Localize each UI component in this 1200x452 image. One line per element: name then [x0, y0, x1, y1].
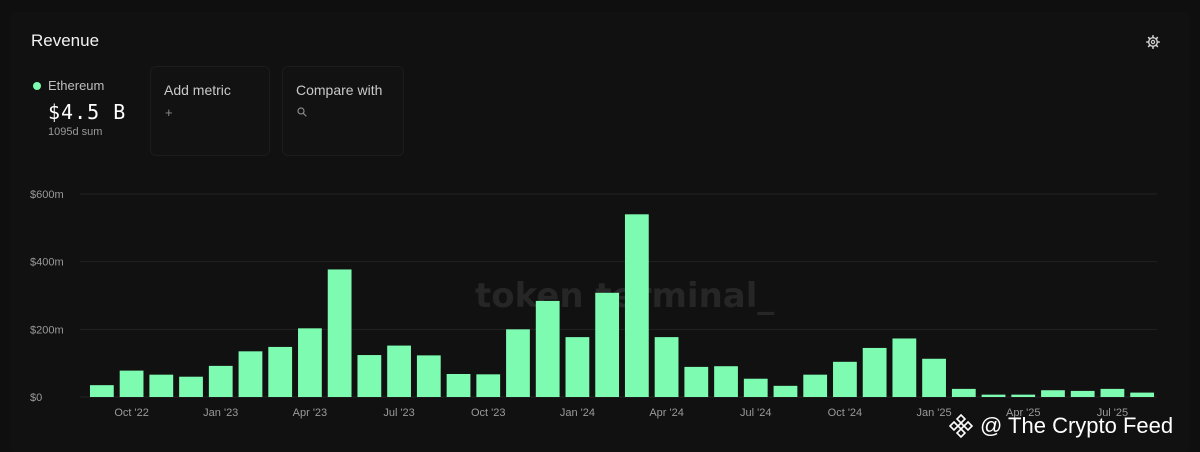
- metric-subtitle: 1095d sum: [48, 126, 103, 138]
- x-tick-label: Oct '22: [114, 407, 149, 419]
- compare-with-label: Compare with: [296, 82, 383, 98]
- bar[interactable]: [238, 351, 263, 397]
- bar[interactable]: [654, 337, 679, 397]
- bar[interactable]: [1130, 392, 1155, 397]
- add-metric-label: Add metric: [164, 82, 231, 98]
- y-tick-label: $600m: [30, 189, 64, 201]
- bar[interactable]: [1100, 388, 1125, 397]
- bar[interactable]: [535, 300, 560, 397]
- x-tick-label: Jan '25: [917, 407, 952, 419]
- x-tick-label: Jul '24: [740, 407, 771, 419]
- bar[interactable]: [922, 358, 946, 397]
- series-color-dot: [33, 82, 41, 90]
- page-title: Revenue: [31, 31, 100, 50]
- bar[interactable]: [773, 385, 798, 397]
- y-tick-label: $0: [30, 392, 42, 404]
- bar[interactable]: [119, 370, 144, 397]
- bar[interactable]: [89, 385, 114, 397]
- metric-value: $4.5 B: [48, 100, 127, 124]
- x-tick-label: Jul '25: [1097, 407, 1128, 419]
- bar[interactable]: [298, 328, 322, 397]
- credit-text: @ The Crypto Feed: [980, 413, 1174, 438]
- bar[interactable]: [179, 376, 203, 397]
- bar[interactable]: [1070, 390, 1095, 397]
- bar[interactable]: [1041, 390, 1065, 397]
- x-tick-label: Jan '24: [560, 407, 595, 419]
- bar[interactable]: [743, 378, 768, 397]
- bar[interactable]: [268, 346, 293, 397]
- watermark: token terminal_: [475, 276, 775, 316]
- bar[interactable]: [506, 329, 530, 397]
- x-tick-label: Apr '24: [649, 407, 684, 419]
- x-tick-label: Oct '24: [828, 407, 863, 419]
- search-icon: [297, 107, 307, 117]
- metric-name: Ethereum: [48, 78, 105, 93]
- x-tick-label: Apr '23: [293, 407, 328, 419]
- bar[interactable]: [327, 269, 352, 397]
- bar[interactable]: [387, 345, 411, 397]
- bar[interactable]: [208, 365, 233, 397]
- bar[interactable]: [446, 373, 471, 397]
- bar[interactable]: [684, 366, 709, 397]
- bar[interactable]: [595, 292, 620, 397]
- x-tick-label: Jan '23: [203, 407, 238, 419]
- add-metric-button[interactable]: Add metric +: [150, 66, 270, 156]
- bar[interactable]: [951, 388, 976, 397]
- bar[interactable]: [981, 394, 1006, 397]
- bar[interactable]: [714, 366, 738, 397]
- bar[interactable]: [357, 355, 382, 397]
- bar[interactable]: [862, 347, 887, 397]
- y-tick-label: $400m: [30, 257, 64, 269]
- bar[interactable]: [833, 361, 857, 397]
- y-tick-label: $200m: [30, 324, 64, 336]
- bar[interactable]: [892, 338, 917, 397]
- bar[interactable]: [149, 374, 174, 397]
- bar[interactable]: [565, 337, 590, 397]
- plus-icon: +: [165, 105, 173, 120]
- x-tick-label: Oct '23: [471, 407, 506, 419]
- x-tick-label: Apr '25: [1006, 407, 1041, 419]
- bar[interactable]: [476, 374, 501, 397]
- bar[interactable]: [416, 355, 441, 397]
- credit: @ The Crypto Feed: [948, 410, 1173, 442]
- gear-icon[interactable]: [1146, 35, 1160, 49]
- bar[interactable]: [803, 374, 828, 397]
- binance-logo: [948, 413, 974, 439]
- bar[interactable]: [1011, 394, 1036, 397]
- bar[interactable]: [624, 214, 649, 397]
- compare-with-button[interactable]: Compare with: [282, 66, 404, 156]
- x-tick-label: Jul '23: [383, 407, 414, 419]
